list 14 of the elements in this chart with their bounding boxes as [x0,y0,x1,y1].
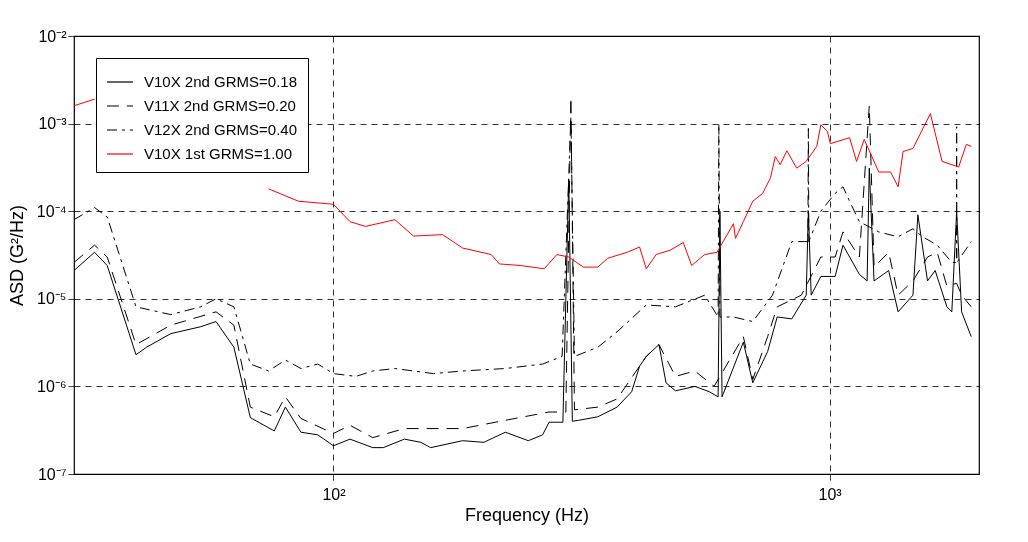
y-tick-label: 10⁻³ [38,115,68,133]
y-tick-label: 10⁻⁶ [37,377,67,395]
legend-label: V10X 1st GRMS=1.00 [144,145,292,162]
x-axis-title: Frequency (Hz) [464,504,590,525]
y-tick-label: 10⁻⁴ [36,202,67,220]
y-axis-title: ASD (G²/Hz) [6,205,27,306]
y-tick-label: 10⁻⁷ [37,465,67,483]
legend-label: V12X 2nd GRMS=0.40 [144,121,298,138]
legend-label: V11X 2nd GRMS=0.20 [144,97,296,114]
y-tick-label: 10⁻⁵ [37,290,67,308]
y-tick-label: 10⁻² [38,27,68,45]
legend-label: V10X 2nd GRMS=0.18 [144,73,298,90]
x-tick-label: 10² [322,485,347,503]
x-tick-label: 10³ [818,485,843,503]
